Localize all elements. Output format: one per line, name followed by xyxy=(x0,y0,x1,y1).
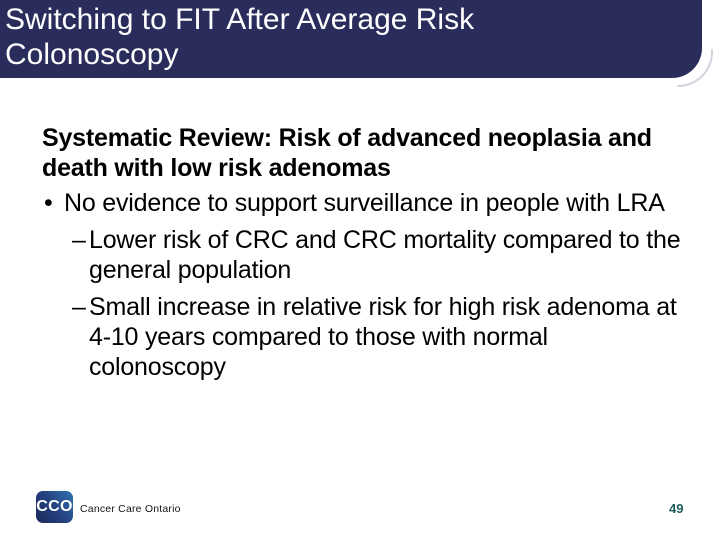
bullet-text: Small increase in relative risk for high… xyxy=(89,293,677,381)
bullet-marker: • xyxy=(44,189,53,217)
bullet-text: Lower risk of CRC and CRC mortality comp… xyxy=(89,226,681,284)
dash-marker: – xyxy=(72,293,86,321)
bullet-list: • No evidence to support surveillance in … xyxy=(42,188,692,382)
logo-caption: Cancer Care Ontario xyxy=(80,503,181,515)
slide-body: Systematic Review: Risk of advanced neop… xyxy=(42,123,692,382)
page-number: 49 xyxy=(669,501,684,516)
dash-marker: – xyxy=(72,226,86,254)
cco-logo-text: CCO xyxy=(36,498,73,515)
header-corner-arc-decoration xyxy=(677,49,714,88)
cco-logo: CCO xyxy=(36,491,73,523)
slide-title-bar: Switching to FIT After Average Risk Colo… xyxy=(0,0,702,78)
slide-title: Switching to FIT After Average Risk Colo… xyxy=(5,3,475,71)
body-heading: Systematic Review: Risk of advanced neop… xyxy=(42,124,652,182)
sub-bullet-item: – Small increase in relative risk for hig… xyxy=(72,292,692,382)
sub-bullet-item: – Lower risk of CRC and CRC mortality com… xyxy=(72,225,692,285)
bullet-text: No evidence to support surveillance in p… xyxy=(64,189,665,217)
bullet-item: • No evidence to support surveillance in … xyxy=(42,188,692,218)
